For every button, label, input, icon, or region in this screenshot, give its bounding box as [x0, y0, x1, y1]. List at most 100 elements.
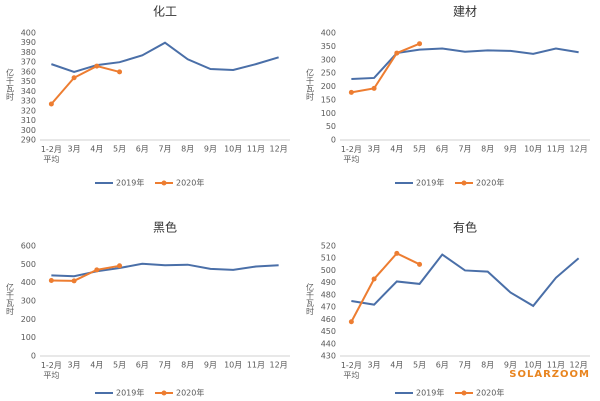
point	[394, 250, 400, 256]
point	[371, 276, 377, 282]
x-tick-label: 1-2月平均	[341, 361, 362, 380]
x-tick-label: 3月	[368, 145, 381, 154]
y-tick-label: 360	[21, 67, 36, 76]
y-tick-label: 470	[321, 303, 336, 312]
watermark: SOLARZOOM	[509, 369, 590, 380]
x-tick-label: 6月	[436, 145, 449, 154]
y-axis-label: 亿千瓦时	[6, 282, 15, 315]
point	[417, 41, 423, 47]
y-tick-label: 480	[321, 290, 336, 299]
series-line	[351, 47, 579, 81]
y-tick-label: 100	[21, 333, 36, 342]
legend-label: 2019年	[116, 388, 144, 398]
y-tick-label: 460	[321, 315, 336, 324]
x-tick-label: 3月	[68, 361, 81, 370]
y-tick-label: 300	[21, 126, 36, 135]
y-tick-label: 0	[31, 352, 36, 361]
y-tick-label: 350	[321, 42, 336, 51]
y-tick-label: 500	[321, 266, 336, 275]
legend-label: 2019年	[416, 178, 444, 188]
x-tick-label: 8月	[481, 361, 494, 370]
x-tick-label: 11月	[547, 145, 565, 154]
legend-label: 2020年	[176, 388, 204, 398]
point	[94, 267, 100, 273]
legend-label: 2020年	[476, 178, 504, 188]
point	[348, 89, 354, 95]
x-tick-label: 8月	[181, 145, 194, 154]
y-tick-label: 330	[21, 97, 36, 106]
y-tick-label: 430	[321, 352, 336, 361]
x-tick-label: 5月	[413, 145, 426, 154]
x-tick-label: 9月	[204, 361, 217, 370]
y-tick-label: 400	[21, 29, 36, 38]
legend-marker	[161, 390, 167, 396]
legend-label: 2020年	[476, 388, 504, 398]
y-tick-label: 50	[326, 122, 336, 131]
chart-panel: 化工亿千瓦时2903003103203303403503603703803904…	[6, 5, 290, 188]
x-tick-label: 10月	[524, 361, 542, 370]
series-line	[51, 41, 279, 73]
x-tick-label: 9月	[504, 145, 517, 154]
x-tick-label: 7月	[458, 361, 471, 370]
chart-title: 化工	[153, 5, 177, 19]
series-line	[350, 252, 420, 323]
y-tick-label: 300	[21, 297, 36, 306]
series-line	[51, 264, 120, 282]
y-tick-label: 490	[321, 278, 336, 287]
y-tick-label: 320	[21, 106, 36, 115]
y-tick-label: 150	[321, 95, 336, 104]
x-tick-label: 4月	[90, 145, 103, 154]
x-tick-label: 6月	[436, 361, 449, 370]
x-tick-label: 12月	[570, 361, 588, 370]
x-tick-label: 11月	[247, 145, 265, 154]
x-tick-label: 7月	[158, 145, 171, 154]
y-tick-label: 250	[321, 69, 336, 78]
x-tick-label: 7月	[158, 361, 171, 370]
point	[94, 63, 100, 69]
legend-label: 2019年	[116, 178, 144, 188]
x-tick-label: 5月	[113, 145, 126, 154]
x-tick-label: 4月	[90, 361, 103, 370]
y-tick-label: 500	[21, 260, 36, 269]
point	[371, 85, 377, 91]
x-tick-label: 6月	[136, 361, 149, 370]
y-axis-label: 亿千瓦时	[6, 68, 15, 101]
y-tick-label: 510	[321, 254, 336, 263]
y-tick-label: 200	[21, 315, 36, 324]
x-tick-label: 11月	[247, 361, 265, 370]
y-tick-label: 310	[21, 116, 36, 125]
legend-label: 2020年	[176, 178, 204, 188]
legend-marker	[461, 180, 467, 186]
x-tick-label: 3月	[368, 361, 381, 370]
x-tick-label: 4月	[390, 361, 403, 370]
x-tick-label: 12月	[270, 361, 288, 370]
point	[117, 69, 123, 75]
y-tick-label: 300	[321, 55, 336, 64]
point	[71, 278, 77, 284]
y-tick-label: 400	[21, 278, 36, 287]
point	[417, 261, 423, 267]
x-tick-label: 7月	[458, 145, 471, 154]
series-line	[50, 65, 120, 105]
legend-marker	[461, 390, 467, 396]
point	[48, 277, 54, 283]
y-tick-label: 100	[321, 109, 336, 118]
legend-marker	[161, 180, 167, 186]
series-line	[351, 253, 580, 308]
point	[348, 319, 354, 325]
x-tick-label: 10月	[224, 145, 242, 154]
y-tick-label: 200	[321, 82, 336, 91]
y-tick-label: 340	[21, 87, 36, 96]
y-tick-label: 290	[21, 136, 36, 145]
y-axis-label: 亿千瓦时	[306, 68, 315, 101]
x-tick-label: 8月	[481, 145, 494, 154]
y-tick-label: 600	[21, 242, 36, 251]
y-axis-label: 亿千瓦时	[306, 282, 315, 315]
x-tick-label: 12月	[270, 145, 288, 154]
x-tick-label: 9月	[204, 145, 217, 154]
x-tick-label: 11月	[547, 361, 565, 370]
x-tick-label: 10月	[524, 145, 542, 154]
